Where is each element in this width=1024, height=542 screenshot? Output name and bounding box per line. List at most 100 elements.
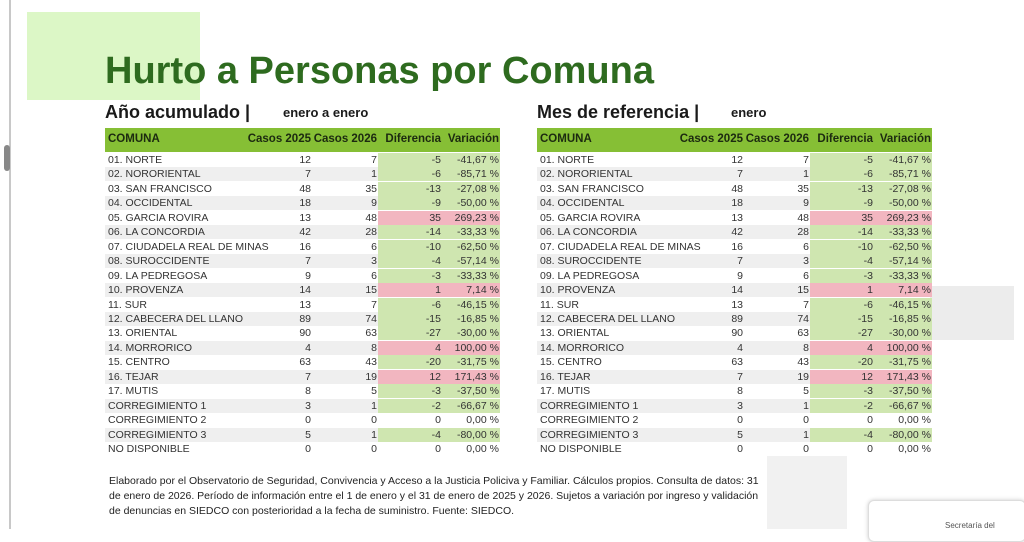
table-cell: 9: [305, 269, 311, 282]
change-highlight: [810, 340, 932, 355]
table-cell: -57,14 %: [456, 255, 499, 268]
table-cell: -14: [857, 226, 873, 239]
table-cell: 0: [803, 414, 809, 427]
table-cell: 3: [305, 399, 311, 412]
change-highlight: [378, 239, 500, 254]
table-cell: -37,50 %: [456, 385, 499, 398]
table-cell: -3: [863, 385, 873, 398]
comuna-name: CORREGIMIENTO 1: [540, 399, 639, 412]
change-highlight: [378, 210, 500, 225]
table-cell: 269,23 %: [886, 211, 931, 224]
table-cell: -4: [431, 428, 441, 441]
change-highlight: [810, 181, 932, 196]
change-highlight: [810, 384, 932, 399]
table-cell: -33,33 %: [456, 226, 499, 239]
table-cell: 7: [305, 168, 311, 181]
change-highlight: [378, 153, 500, 167]
table-cell: 48: [365, 211, 377, 224]
table-cell: 7: [371, 298, 377, 311]
table-cell: 43: [797, 356, 809, 369]
table-cell: 5: [737, 428, 743, 441]
table-cell: 3: [737, 399, 743, 412]
table-cell: 0: [737, 414, 743, 427]
table-cell: 0: [435, 443, 441, 455]
change-highlight: [810, 167, 932, 182]
comuna-name: CORREGIMIENTO 1: [108, 399, 207, 412]
table-cell: -13: [425, 182, 441, 195]
table-cell: -2: [863, 399, 873, 412]
table-cell: 14: [731, 284, 743, 297]
change-highlight: [810, 283, 932, 298]
table-cell: 9: [371, 197, 377, 210]
comuna-name: 01. NORTE: [540, 154, 595, 166]
decor-box: [930, 286, 1014, 340]
comuna-name: 08. SUROCCIDENTE: [108, 255, 210, 268]
column-header: Variación: [447, 133, 499, 145]
page: Secretaría del Hurto a Personas por Comu…: [4, 0, 1024, 542]
comuna-name: 16. TEJAR: [108, 370, 159, 383]
column-header: Diferencia: [817, 133, 873, 145]
comuna-name: 07. CIUDADELA REAL DE MINAS: [540, 240, 701, 253]
table-cell: 0: [867, 414, 873, 427]
table-cell: -33,33 %: [888, 226, 931, 239]
table-cell: -6: [863, 298, 873, 311]
table-cell: -80,00 %: [888, 428, 931, 441]
logo-text: Secretaría del: [945, 521, 995, 530]
change-highlight: [378, 355, 500, 370]
change-highlight: [378, 384, 500, 399]
table-cell: 7: [305, 255, 311, 268]
table-cell: 0: [867, 443, 873, 455]
change-highlight: [810, 268, 932, 283]
table-cell: 18: [731, 197, 743, 210]
table-cell: -14: [425, 226, 441, 239]
comuna-name: 10. PROVENZA: [540, 284, 616, 297]
table-cell: 0,00 %: [898, 443, 931, 455]
table-cell: 19: [365, 370, 377, 383]
change-highlight: [378, 254, 500, 269]
change-highlight: [810, 398, 932, 413]
table-cell: 5: [371, 385, 377, 398]
scrollbar-thumb[interactable]: [4, 145, 10, 171]
column-header: Casos 2025: [247, 133, 311, 145]
comuna-name: CORREGIMIENTO 3: [108, 428, 207, 441]
table-cell: 1: [803, 428, 809, 441]
table-cell: -13: [857, 182, 873, 195]
table-cell: 6: [371, 240, 377, 253]
table-cell: 1: [371, 168, 377, 181]
table-cell: -30,00 %: [456, 327, 499, 340]
section-heading: Año acumulado |: [105, 102, 251, 122]
table-cell: 63: [797, 327, 809, 340]
table-cell: 7,14 %: [898, 284, 931, 297]
table-cell: 5: [803, 385, 809, 398]
comuna-name: 04. OCCIDENTAL: [540, 197, 625, 210]
table-cell: 0: [803, 443, 809, 455]
table-cell: -50,00 %: [888, 197, 931, 210]
table-cell: -80,00 %: [456, 428, 499, 441]
table-cell: 35: [365, 182, 377, 195]
comuna-name: 06. LA CONCORDIA: [108, 226, 205, 239]
change-highlight: [810, 427, 932, 442]
table-cell: 1: [803, 168, 809, 181]
table-cell: -16,85 %: [888, 312, 931, 325]
comuna-name: 11. SUR: [540, 298, 579, 311]
table-cell: 1: [803, 399, 809, 412]
table-cell: 42: [299, 226, 311, 239]
table-cell: 35: [797, 182, 809, 195]
table-cell: -33,33 %: [456, 269, 499, 282]
comuna-name: 10. PROVENZA: [108, 284, 184, 297]
table-cell: 43: [365, 356, 377, 369]
comuna-name: 02. NORORIENTAL: [108, 168, 201, 181]
change-highlight: [378, 427, 500, 442]
comuna-name: 13. ORIENTAL: [108, 327, 178, 340]
comuna-name: 14. MORRORICO: [540, 341, 625, 354]
table-cell: 7: [305, 370, 311, 383]
comuna-name: NO DISPONIBLE: [540, 443, 622, 455]
table-cell: 35: [429, 211, 441, 224]
table-cell: -9: [863, 197, 873, 210]
change-highlight: [810, 355, 932, 370]
comuna-name: 13. ORIENTAL: [540, 327, 610, 340]
change-highlight: [378, 398, 500, 413]
table-cell: 7: [803, 154, 809, 166]
change-highlight: [378, 283, 500, 298]
table-cell: 0: [371, 443, 377, 455]
